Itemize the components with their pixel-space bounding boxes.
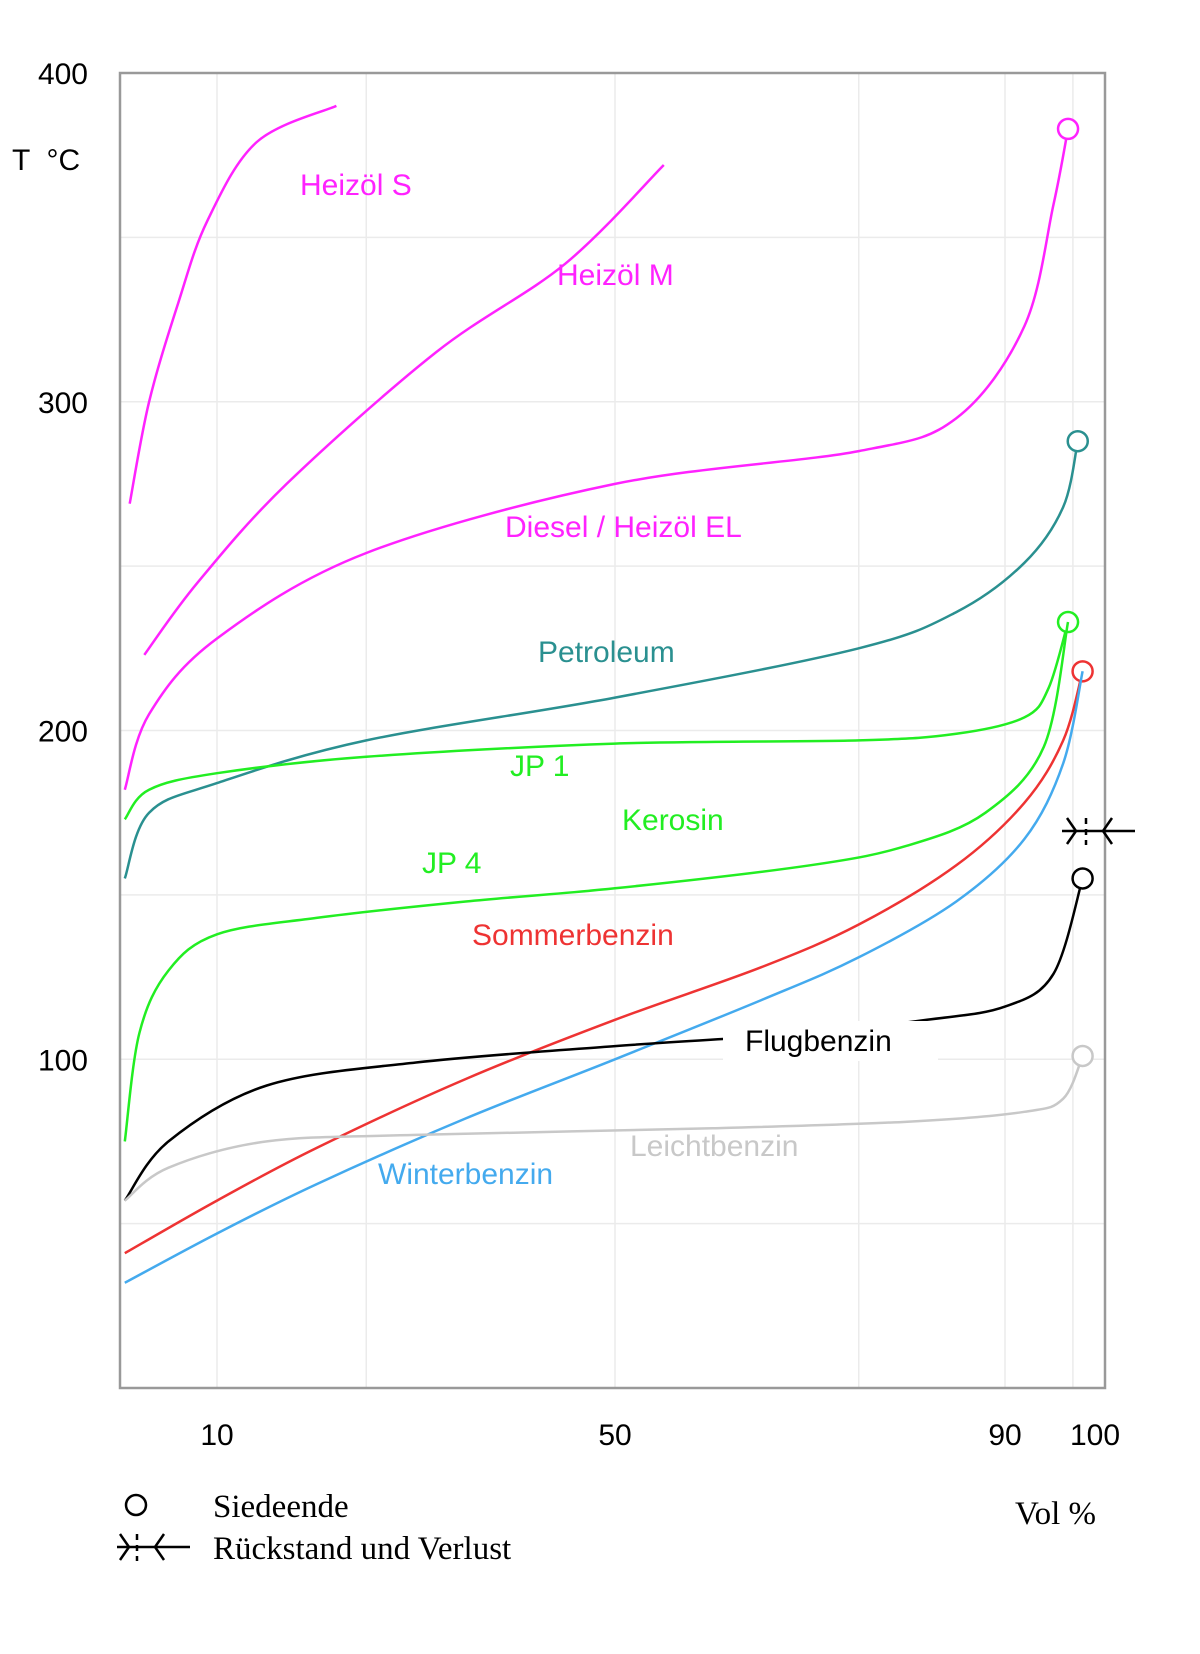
series-line (123, 621, 1070, 821)
series-line (123, 621, 1070, 1142)
series-group (123, 104, 1094, 1284)
series-label: Winterbenzin (378, 1158, 553, 1191)
series-label: JP 1 (510, 750, 570, 783)
series-label: Kerosin (622, 804, 724, 837)
y-axis-label: T °C (12, 144, 80, 177)
series-label: JP 4 (422, 847, 482, 880)
y-tick-label: 100 (38, 1044, 88, 1077)
x-tick-label: 90 (988, 1419, 1021, 1452)
series-label: Leichtbenzin (630, 1130, 798, 1163)
legend-residue-label: Rückstand und Verlust (213, 1531, 511, 1567)
series-label: Flugbenzin (745, 1025, 892, 1058)
series-label: Sommerbenzin (472, 919, 674, 952)
boiling-end-marker (1071, 867, 1094, 890)
series-line (124, 670, 1084, 1255)
series-line (124, 1055, 1084, 1202)
series-line (124, 671, 1084, 1284)
x-tick-label: 10 (200, 1419, 233, 1452)
plot-frame (118, 71, 1107, 1390)
series-line (128, 104, 337, 504)
x-tick-label: 100 (1070, 1419, 1120, 1452)
legend-end-label: Siedeende (213, 1489, 349, 1525)
legend-residue-marker (117, 1533, 190, 1561)
residue-marker (1062, 817, 1135, 845)
y-tick-label: 200 (38, 716, 88, 749)
y-tick-label: 400 (38, 58, 88, 91)
boiling-end-marker (1071, 1044, 1094, 1068)
x-axis-label: Vol % (1015, 1496, 1096, 1532)
series-labels: Heizöl S Heizöl M Diesel / Heizöl EL Petrol… (300, 169, 938, 1191)
legend-end-marker (124, 1493, 148, 1517)
boiling-end-marker (1066, 429, 1089, 453)
series-label: Diesel / Heizöl EL (505, 511, 742, 544)
y-tick-label: 300 (38, 387, 88, 420)
boiling-end-marker (1056, 117, 1080, 141)
series-label: Petroleum (538, 636, 675, 669)
series-label: Heizöl M (557, 259, 674, 292)
series-line (143, 164, 665, 656)
tick-labels: 10 50 90 100 100 200 300 400 (38, 58, 1120, 1452)
x-tick-label: 50 (598, 1419, 631, 1452)
legend: Siedeende Rückstand und Verlust (117, 1489, 511, 1567)
series-line (123, 128, 1070, 791)
label-background (723, 1021, 938, 1061)
series-line (123, 878, 1084, 1202)
series-line (123, 440, 1080, 879)
series-label: Heizöl S (300, 169, 412, 202)
